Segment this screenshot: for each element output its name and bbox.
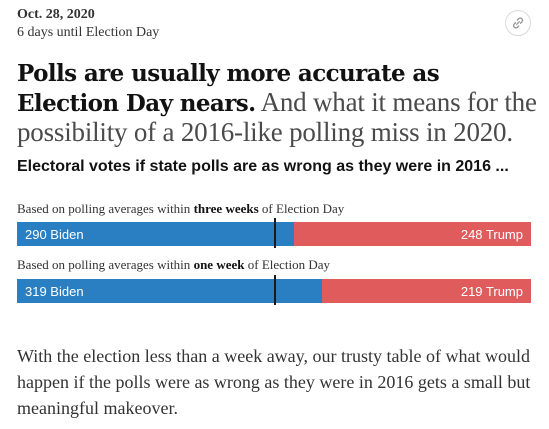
electoral-bar-three-weeks: 290 Biden 248 Trump	[17, 222, 531, 246]
biden-segment: 290 Biden	[17, 222, 294, 246]
caption-text: of Election Day	[244, 257, 331, 272]
caption-emphasis: three weeks	[193, 201, 259, 216]
election-countdown: 6 days until Election Day	[17, 25, 160, 40]
biden-label: 319 Biden	[25, 283, 84, 299]
majority-line	[274, 218, 276, 248]
headline: Polls are usually more accurate as Elect…	[17, 58, 537, 146]
article-date: Oct. 28, 2020	[17, 7, 95, 22]
headline-dek: And what it means for the possibility of…	[17, 87, 537, 147]
article-body: With the election less than a week away,…	[17, 346, 531, 418]
electoral-bar-one-week: 319 Biden 219 Trump	[17, 279, 531, 303]
biden-segment: 319 Biden	[17, 279, 322, 303]
link-icon	[512, 17, 524, 29]
caption-text: Based on polling averages within	[17, 257, 194, 272]
headline-bold: Polls are usually more accurate as Elect…	[17, 60, 440, 117]
majority-line	[274, 275, 276, 305]
bar-caption-three-weeks: Based on polling averages within three w…	[17, 201, 344, 217]
bar-caption-one-week: Based on polling averages within one wee…	[17, 257, 330, 273]
copy-link-button[interactable]	[505, 10, 531, 36]
trump-segment: 219 Trump	[322, 279, 531, 303]
trump-label: 248 Trump	[460, 226, 523, 242]
caption-text: Based on polling averages within	[17, 201, 194, 216]
trump-label: 219 Trump	[460, 283, 523, 299]
biden-label: 290 Biden	[25, 226, 84, 242]
caption-text: of Election Day	[258, 201, 345, 216]
caption-emphasis: one week	[193, 257, 245, 272]
chart-subhead: Electoral votes if state polls are as wr…	[17, 158, 509, 175]
trump-segment: 248 Trump	[294, 222, 531, 246]
